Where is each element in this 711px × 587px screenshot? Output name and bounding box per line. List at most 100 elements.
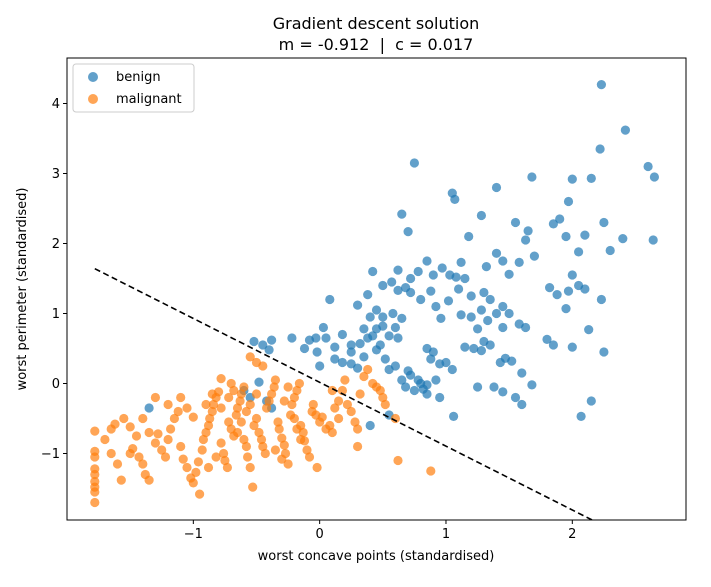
point-benign: [406, 370, 416, 380]
point-malignant: [289, 413, 299, 424]
point-benign: [422, 256, 432, 266]
point-benign: [563, 196, 574, 207]
point-benign: [563, 286, 574, 296]
point-malignant: [302, 445, 312, 455]
point-benign: [479, 287, 489, 298]
point-malignant: [236, 389, 246, 399]
axis-ticks: −1 0 1 2 −1 0 1 2 3 4: [41, 97, 577, 542]
point-malignant: [182, 462, 192, 473]
y-axis-label: worst perimeter (standardised): [15, 188, 30, 391]
point-malignant: [138, 413, 148, 424]
point-malignant: [330, 403, 340, 413]
point-benign: [330, 354, 340, 364]
point-malignant: [232, 403, 243, 413]
point-malignant: [264, 396, 274, 406]
point-malignant: [245, 352, 255, 362]
point-benign: [491, 308, 502, 319]
y-tick-label: −1: [41, 447, 60, 462]
point-malignant: [327, 427, 337, 438]
point-malignant: [248, 482, 258, 492]
point-benign: [428, 347, 438, 357]
point-malignant: [256, 434, 267, 445]
point-benign: [460, 342, 470, 352]
point-malignant: [340, 375, 350, 385]
point-malignant: [191, 467, 201, 477]
point-benign: [548, 219, 559, 229]
point-malignant: [273, 417, 283, 427]
point-malignant: [208, 399, 219, 410]
point-malignant: [380, 399, 390, 410]
point-benign: [384, 364, 394, 375]
point-malignant: [325, 420, 335, 431]
point-malignant: [317, 412, 327, 422]
point-benign: [325, 294, 335, 305]
point-malignant: [163, 399, 173, 410]
point-malignant: [327, 385, 337, 396]
point-benign: [476, 346, 486, 356]
point-malignant: [216, 374, 226, 384]
point-malignant: [119, 413, 129, 424]
point-benign: [321, 333, 331, 343]
point-malignant: [346, 406, 356, 417]
point-malignant: [292, 424, 302, 434]
point-malignant: [294, 378, 304, 389]
point-malignant: [334, 413, 344, 424]
point-malignant: [251, 389, 262, 399]
point-benign: [363, 290, 373, 300]
point-malignant: [390, 413, 400, 424]
legend-marker-malignant: [88, 94, 98, 104]
point-malignant: [211, 452, 221, 462]
point-benign: [527, 172, 537, 182]
point-benign: [491, 248, 502, 258]
point-malignant: [106, 424, 116, 434]
point-malignant: [426, 466, 436, 476]
point-benign: [456, 257, 466, 267]
point-malignant: [138, 459, 148, 469]
point-benign: [416, 294, 426, 305]
point-benign: [460, 273, 470, 284]
point-benign: [595, 144, 605, 154]
point-benign: [375, 340, 385, 350]
point-malignant: [350, 417, 360, 427]
point-malignant: [283, 382, 293, 392]
point-benign: [596, 80, 607, 90]
point-benign: [466, 291, 476, 301]
point-benign: [403, 227, 413, 237]
point-benign: [380, 354, 390, 364]
point-benign: [521, 322, 531, 333]
point-benign: [337, 329, 347, 340]
point-malignant: [375, 385, 385, 396]
point-benign: [481, 262, 491, 272]
point-malignant: [188, 412, 198, 422]
plot-frame: [66, 57, 687, 521]
point-malignant: [205, 413, 215, 424]
chart-subtitle: m = -0.912 | c = 0.017: [279, 35, 474, 54]
point-benign: [517, 368, 527, 378]
point-benign: [542, 334, 552, 344]
point-benign: [449, 411, 459, 421]
point-malignant: [201, 427, 211, 438]
point-benign: [476, 305, 486, 315]
point-benign: [318, 322, 328, 333]
point-malignant: [258, 441, 268, 452]
point-malignant: [193, 457, 203, 467]
point-benign: [359, 324, 369, 334]
point-benign: [413, 266, 423, 277]
y-tick-label: 0: [52, 377, 60, 392]
legend-box: [72, 63, 195, 113]
point-malignant: [197, 445, 207, 455]
point-benign: [567, 342, 577, 352]
point-malignant: [116, 475, 126, 485]
point-benign: [346, 340, 356, 350]
point-benign: [576, 411, 586, 421]
point-malignant: [312, 462, 322, 473]
point-benign: [304, 335, 315, 345]
point-benign: [555, 214, 565, 224]
point-malignant: [260, 448, 270, 459]
point-benign: [359, 352, 369, 362]
point-benign: [469, 343, 479, 354]
point-malignant: [267, 389, 277, 399]
point-benign: [454, 284, 464, 294]
point-malignant: [393, 455, 403, 466]
